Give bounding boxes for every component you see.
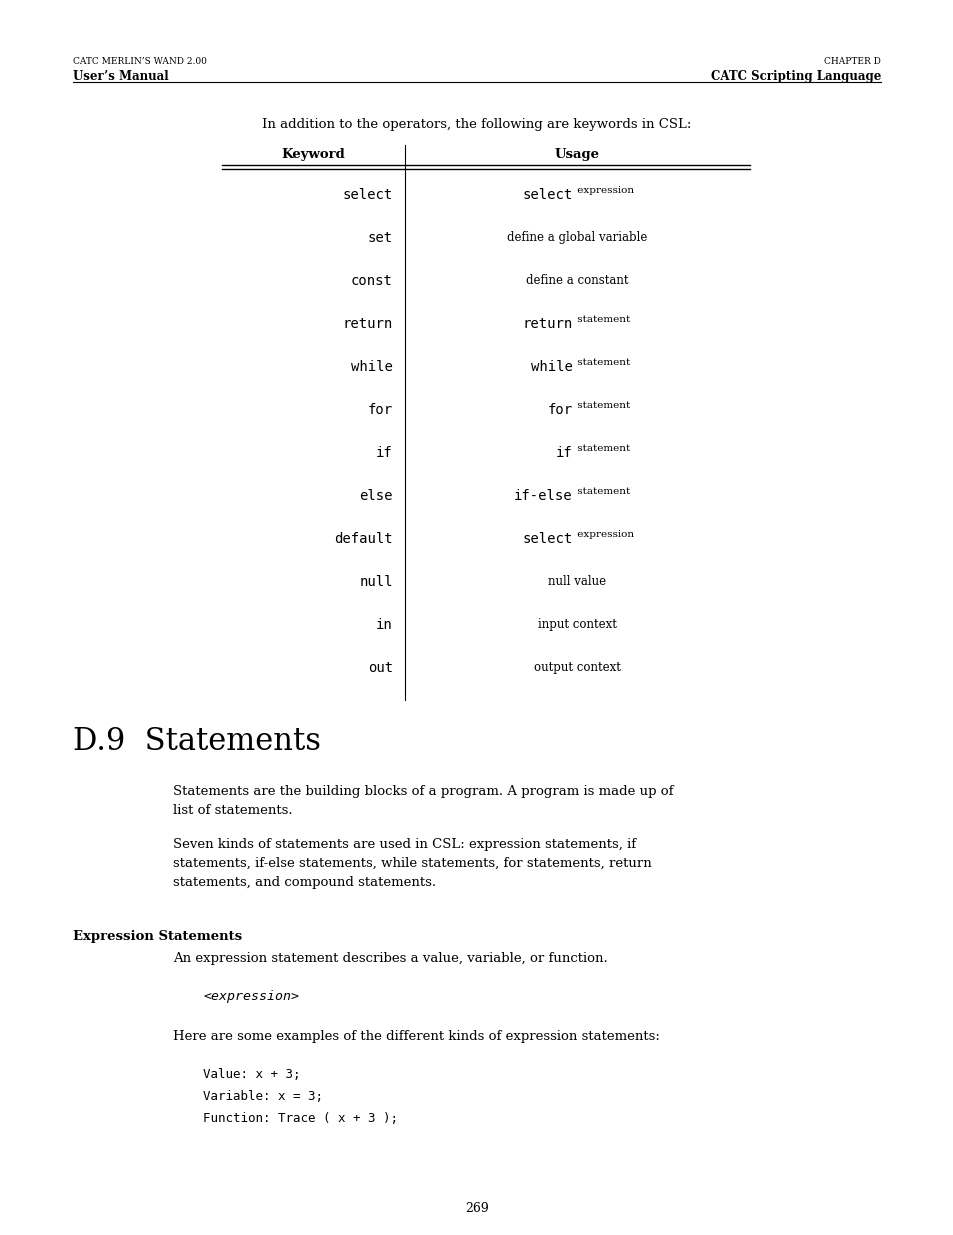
Text: D.9  Statements: D.9 Statements bbox=[73, 726, 320, 757]
Text: select: select bbox=[521, 532, 572, 546]
Text: statement: statement bbox=[574, 358, 630, 367]
Text: Function: Trace ( x + 3 );: Function: Trace ( x + 3 ); bbox=[203, 1112, 397, 1125]
Text: while: while bbox=[530, 359, 572, 374]
Text: <expression>: <expression> bbox=[203, 990, 298, 1003]
Text: Statements are the building blocks of a program. A program is made up of
list of: Statements are the building blocks of a … bbox=[172, 785, 673, 818]
Text: for: for bbox=[547, 403, 572, 417]
Text: null value: null value bbox=[548, 576, 606, 588]
Text: An expression statement describes a value, variable, or function.: An expression statement describes a valu… bbox=[172, 952, 607, 965]
Text: Usage: Usage bbox=[555, 148, 599, 161]
Text: CATC MERLIN’S WAND 2.00: CATC MERLIN’S WAND 2.00 bbox=[73, 57, 207, 65]
Text: 269: 269 bbox=[465, 1202, 488, 1215]
Text: select: select bbox=[521, 188, 572, 203]
Text: for: for bbox=[368, 403, 393, 417]
Text: expression: expression bbox=[574, 186, 634, 195]
Text: Value: x + 3;: Value: x + 3; bbox=[203, 1068, 300, 1081]
Text: CHAPTER D: CHAPTER D bbox=[823, 57, 880, 65]
Text: CATC Scripting Language: CATC Scripting Language bbox=[710, 70, 880, 83]
Text: out: out bbox=[368, 661, 393, 676]
Text: select: select bbox=[342, 188, 393, 203]
Text: null: null bbox=[359, 576, 393, 589]
Text: set: set bbox=[368, 231, 393, 245]
Text: else: else bbox=[359, 489, 393, 503]
Text: statement: statement bbox=[574, 315, 630, 324]
Text: return: return bbox=[521, 317, 572, 331]
Text: return: return bbox=[342, 317, 393, 331]
Text: statement: statement bbox=[574, 487, 630, 496]
Text: expression: expression bbox=[574, 530, 634, 538]
Text: if-else: if-else bbox=[514, 489, 572, 503]
Text: Here are some examples of the different kinds of expression statements:: Here are some examples of the different … bbox=[172, 1030, 659, 1044]
Text: if: if bbox=[556, 446, 572, 459]
Text: statement: statement bbox=[574, 445, 630, 453]
Text: Variable: x = 3;: Variable: x = 3; bbox=[203, 1091, 323, 1103]
Text: output context: output context bbox=[534, 661, 620, 674]
Text: User’s Manual: User’s Manual bbox=[73, 70, 169, 83]
Text: In addition to the operators, the following are keywords in CSL:: In addition to the operators, the follow… bbox=[262, 119, 691, 131]
Text: default: default bbox=[334, 532, 393, 546]
Text: define a constant: define a constant bbox=[526, 274, 628, 287]
Text: Seven kinds of statements are used in CSL: expression statements, if
statements,: Seven kinds of statements are used in CS… bbox=[172, 839, 651, 889]
Text: if: if bbox=[375, 446, 393, 459]
Text: in: in bbox=[375, 618, 393, 632]
Text: while: while bbox=[351, 359, 393, 374]
Text: define a global variable: define a global variable bbox=[507, 231, 647, 245]
Text: statement: statement bbox=[574, 401, 630, 410]
Text: input context: input context bbox=[537, 618, 617, 631]
Text: Keyword: Keyword bbox=[281, 148, 345, 161]
Text: const: const bbox=[351, 274, 393, 288]
Text: Expression Statements: Expression Statements bbox=[73, 930, 242, 944]
